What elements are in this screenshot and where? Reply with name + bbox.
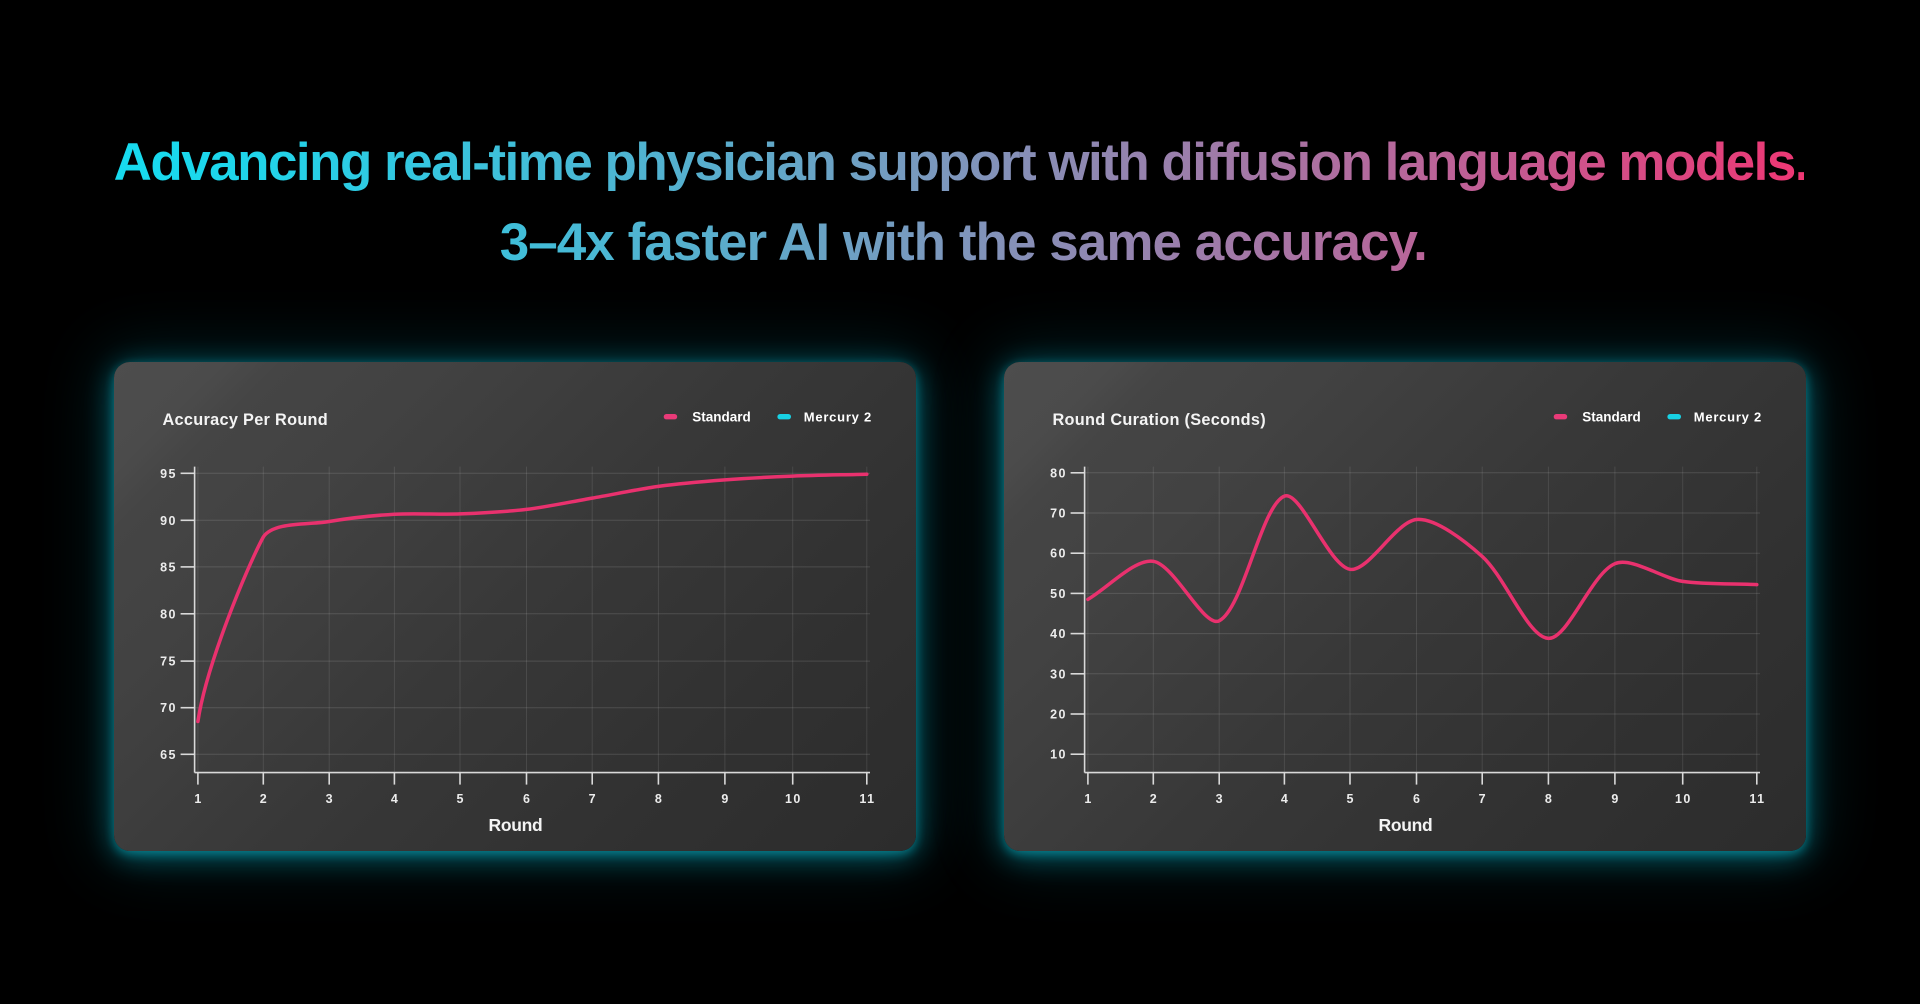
svg-text:9: 9 [1611, 792, 1619, 806]
svg-text:Accuracy Per Round: Accuracy Per Round [163, 411, 329, 429]
svg-text:Round Curation (Seconds): Round Curation (Seconds) [1053, 411, 1266, 429]
svg-text:2: 2 [260, 792, 268, 806]
svg-text:7: 7 [1479, 792, 1487, 806]
svg-text:5: 5 [456, 792, 464, 806]
svg-text:4: 4 [391, 792, 399, 806]
svg-text:8: 8 [655, 792, 663, 806]
svg-text:1: 1 [1084, 792, 1092, 806]
svg-text:1: 1 [194, 792, 202, 806]
svg-text:80: 80 [160, 607, 177, 621]
svg-text:Mercury 2: Mercury 2 [804, 410, 872, 425]
svg-text:Standard: Standard [692, 410, 751, 425]
svg-text:10: 10 [785, 792, 802, 806]
svg-text:20: 20 [1050, 708, 1067, 722]
svg-text:40: 40 [1050, 627, 1067, 641]
svg-text:5: 5 [1346, 792, 1354, 806]
svg-text:2: 2 [1150, 792, 1158, 806]
svg-text:6: 6 [1413, 792, 1421, 806]
svg-text:65: 65 [160, 748, 177, 762]
svg-text:4: 4 [1281, 792, 1289, 806]
svg-text:50: 50 [1050, 587, 1067, 601]
svg-text:95: 95 [160, 467, 177, 481]
svg-text:Round: Round [1379, 815, 1433, 835]
svg-text:11: 11 [859, 792, 875, 806]
svg-text:3: 3 [326, 792, 334, 806]
svg-text:10: 10 [1675, 792, 1692, 806]
svg-text:Standard: Standard [1582, 410, 1641, 425]
svg-text:Mercury 2: Mercury 2 [1694, 410, 1762, 425]
svg-text:8: 8 [1545, 792, 1553, 806]
svg-text:85: 85 [160, 560, 177, 574]
svg-text:60: 60 [1050, 547, 1067, 561]
svg-text:70: 70 [1050, 507, 1067, 521]
svg-text:9: 9 [721, 792, 729, 806]
svg-text:75: 75 [160, 655, 177, 669]
svg-text:3: 3 [1216, 792, 1224, 806]
svg-text:10: 10 [1050, 748, 1067, 762]
svg-text:70: 70 [160, 701, 177, 715]
svg-text:80: 80 [1050, 466, 1067, 480]
svg-text:90: 90 [160, 514, 177, 528]
svg-text:Round: Round [489, 815, 543, 835]
svg-text:7: 7 [589, 792, 597, 806]
svg-text:30: 30 [1050, 667, 1067, 681]
svg-text:6: 6 [523, 792, 531, 806]
svg-text:11: 11 [1749, 792, 1765, 806]
